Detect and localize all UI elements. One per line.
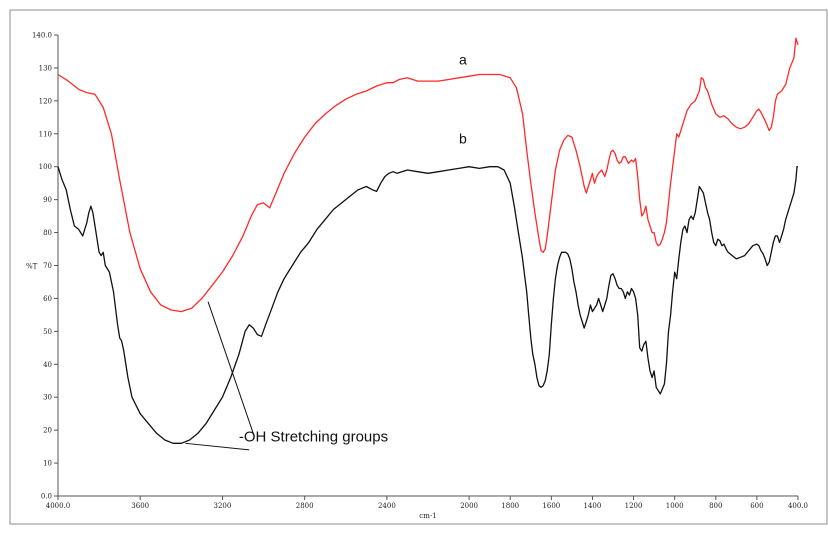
- annotation-pointer-line: [207, 301, 254, 434]
- x-tick-label: 800: [709, 502, 722, 510]
- y-tick-label: 30: [43, 394, 52, 402]
- x-tick-label: 2800: [296, 502, 314, 510]
- series-b-label: b: [459, 131, 467, 147]
- x-tick-label: 400.0: [788, 502, 808, 510]
- y-tick-label: 100: [39, 163, 52, 171]
- series-b-line: [57, 166, 798, 444]
- x-tick-label: 1200: [625, 502, 643, 510]
- annotation-pointer-line: [185, 442, 250, 451]
- y-tick-label: 10: [43, 460, 52, 468]
- y-tick-label: 20: [43, 427, 52, 435]
- y-tick-label: 70: [43, 262, 52, 270]
- x-tick-label: 1000: [666, 502, 684, 510]
- figure-border: [9, 9, 828, 525]
- y-tick-label: 90: [43, 196, 52, 204]
- x-tick-label: 3200: [214, 502, 232, 510]
- x-tick-label: 2400: [378, 502, 396, 510]
- x-tick-label: 1600: [542, 502, 560, 510]
- x-axis-title: cm-1: [419, 512, 436, 520]
- y-tick-label: 40: [43, 361, 52, 369]
- series-a-line: [57, 37, 799, 313]
- y-tick-label: 130: [39, 64, 52, 72]
- annotation-oh-stretching: -OH Stretching groups: [239, 429, 388, 446]
- y-axis-title: %T: [26, 263, 38, 271]
- y-tick-label: 140.0: [32, 32, 52, 40]
- x-tick-label: 2000: [460, 502, 478, 510]
- y-tick-label: 120: [39, 97, 52, 105]
- y-tick-label: 60: [43, 295, 52, 303]
- x-tick-label: 1800: [501, 502, 519, 510]
- y-tick-label: 110: [39, 130, 52, 138]
- x-tick-label: 3600: [131, 502, 149, 510]
- x-ticks: 4000.0 3600 3200 2800 2400 2000 1800 1600 1400 12…: [46, 496, 808, 510]
- annotation-layer: -OH Stretching groups: [185, 301, 388, 451]
- y-ticks: 0.0 10 20 30 40 50 60 70 80 90 100 110 120 130 140.0: [32, 32, 58, 501]
- x-tick-label: 1400: [584, 502, 602, 510]
- y-tick-label: 80: [43, 229, 52, 237]
- x-tick-label: 600: [750, 502, 763, 510]
- series-a-label: a: [459, 52, 467, 68]
- series-layer: ab: [57, 37, 799, 444]
- y-tick-label: 0.0: [41, 493, 52, 501]
- x-tick-label: 4000.0: [46, 502, 71, 510]
- y-tick-label: 50: [43, 328, 52, 336]
